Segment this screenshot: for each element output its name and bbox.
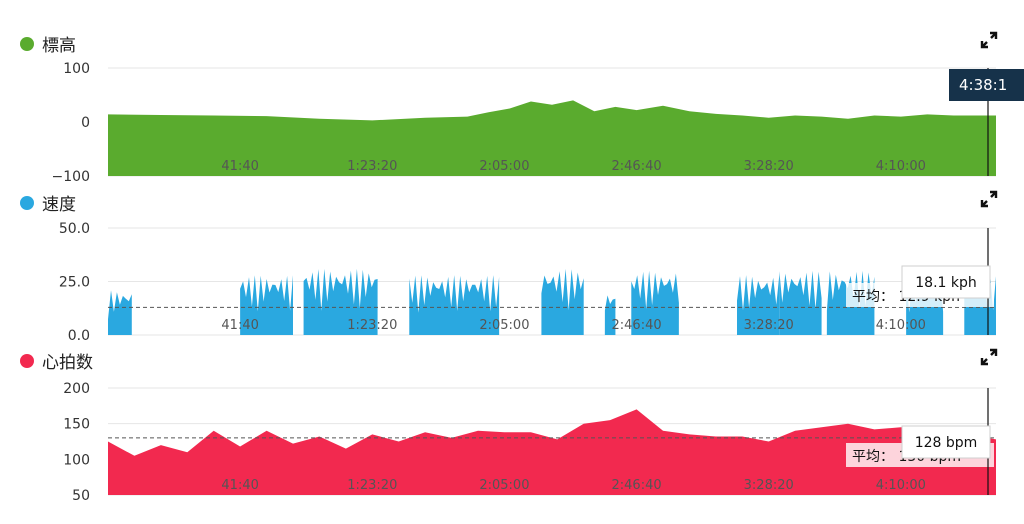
- heartrate-legend-dot: [20, 353, 34, 368]
- x-tick-label: 41:40: [221, 159, 258, 174]
- heartrate-area: [108, 409, 996, 495]
- y-tick-label: 200: [63, 381, 90, 397]
- x-tick-label: 2:46:40: [612, 478, 662, 493]
- elevation-title-label: 標高: [42, 36, 76, 56]
- heartrate-chart: 200 150 100 50 41:40 1:23:20 2:05:00 2:46:40 3:2…: [63, 381, 996, 504]
- expand-icon[interactable]: [980, 190, 998, 208]
- tooltip-box: [901, 425, 991, 459]
- x-tick-label: 41:40: [221, 478, 258, 493]
- tooltip-value: 128 bpm: [915, 435, 978, 451]
- y-tick-label: 25.0: [59, 275, 90, 291]
- heartrate-title-label: 心拍数: [42, 353, 93, 373]
- y-tick-label: 50: [72, 488, 90, 504]
- speed-title-label: 速度: [42, 195, 76, 215]
- speed-area-segment: [303, 268, 378, 335]
- elevation-area: [108, 100, 996, 176]
- heartrate-title: 心拍数: [20, 348, 93, 373]
- expand-icon[interactable]: [980, 348, 998, 366]
- tooltip-value: 18.1 kph: [915, 275, 977, 291]
- x-tick-label: 1:23:20: [347, 478, 397, 493]
- x-tick-label: 41:40: [221, 318, 258, 333]
- speed-area-segment: [604, 295, 616, 335]
- x-tick-label: 2:05:00: [479, 478, 529, 493]
- tooltip-box: [901, 265, 991, 299]
- x-tick-label: 1:23:20: [347, 318, 397, 333]
- speed-area-segment: [541, 268, 584, 335]
- y-tick-label: 100: [63, 452, 90, 468]
- y-tick-label: −100: [52, 169, 90, 185]
- y-tick-label: 50.0: [59, 221, 90, 237]
- x-tick-label: 4:10:00: [876, 159, 926, 174]
- speed-legend-dot: [20, 195, 34, 210]
- elevation-chart: 100 0 −100 41:40 1:23:20 2:05:00 2:46:40 3:28:2…: [52, 61, 996, 185]
- x-tick-label: 3:28:20: [744, 159, 794, 174]
- x-tick-label: 3:28:20: [744, 478, 794, 493]
- x-tick-label: 2:46:40: [612, 159, 662, 174]
- x-tick-label: 4:10:00: [876, 318, 926, 333]
- speed-area-segment: [631, 270, 679, 335]
- x-tick-label: 3:28:20: [744, 318, 794, 333]
- y-tick-label: 150: [63, 417, 90, 433]
- x-tick-label: 4:10:00: [876, 478, 926, 493]
- elevation-legend-dot: [20, 36, 34, 51]
- x-tick-label: 2:46:40: [612, 318, 662, 333]
- x-tick-label: 1:23:20: [347, 159, 397, 174]
- y-tick-label: 100: [63, 61, 90, 77]
- cursor-time-badge: 4:38:1: [949, 69, 1024, 101]
- speed-title: 速度: [20, 190, 76, 215]
- speed-area-segment: [779, 270, 822, 335]
- speed-area-segment: [409, 275, 500, 335]
- x-tick-label: 2:05:00: [479, 159, 529, 174]
- speed-area-segment: [240, 275, 293, 335]
- elevation-title: 標高: [20, 31, 76, 56]
- y-tick-label: 0: [81, 115, 90, 131]
- expand-icon[interactable]: [980, 31, 998, 49]
- y-tick-label: 0.0: [68, 328, 90, 344]
- speed-area-segment: [108, 290, 132, 335]
- speed-area-segment: [737, 275, 780, 335]
- speed-chart: 50.0 25.0 0.0 41:40 1:23:20 2:05:00 2:46:40 3:2…: [59, 221, 996, 344]
- x-tick-label: 2:05:00: [479, 318, 529, 333]
